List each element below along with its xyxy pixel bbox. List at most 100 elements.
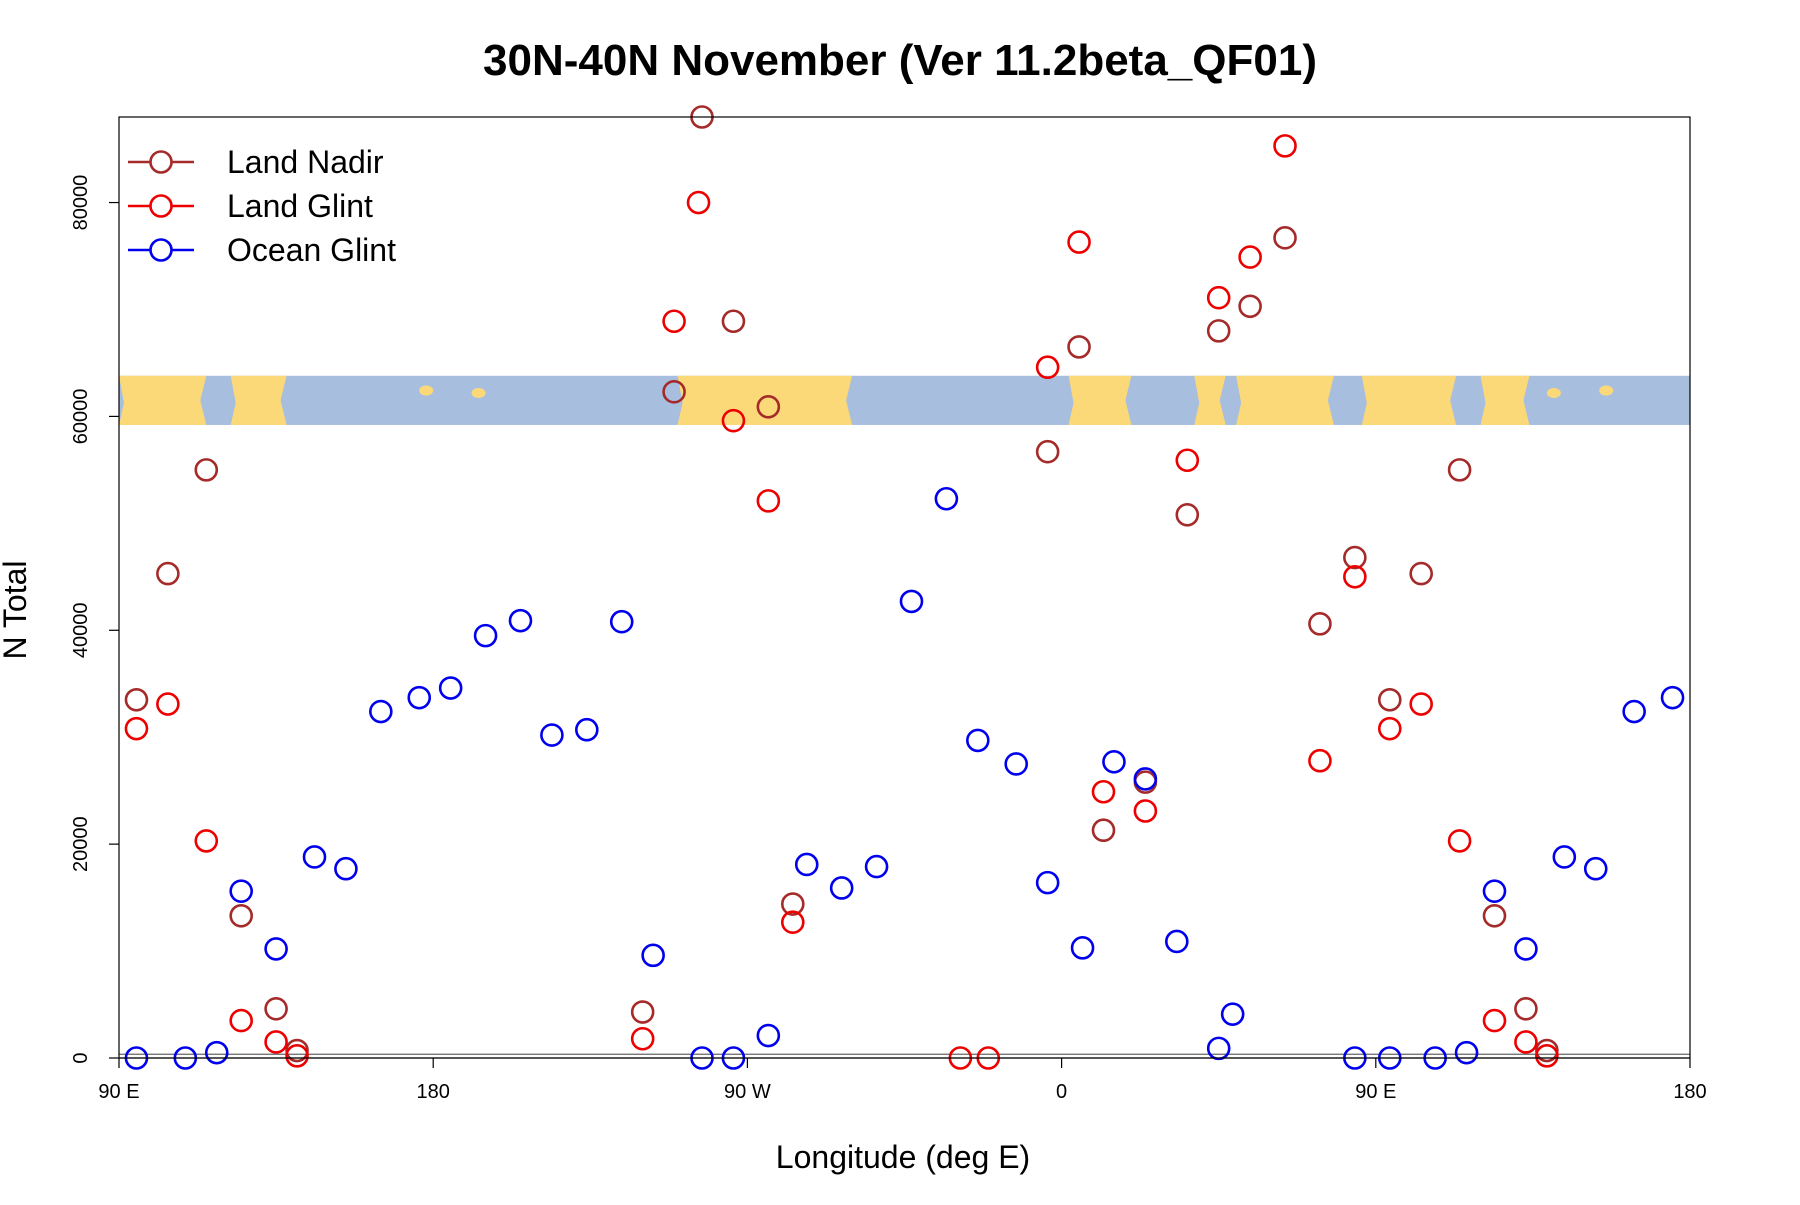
ocean-glint-point [1070,936,1095,960]
land-nadir-point [630,1000,655,1024]
ocean-glint-point [641,943,665,968]
map-land-blob [230,375,287,425]
land-glint-point [1409,692,1433,716]
ocean-glint-point [1514,937,1538,961]
ocean-glint-point [540,723,564,747]
ocean-glint-point [1220,1002,1245,1026]
land-glint-point [1343,565,1367,589]
land-nadir-point [156,561,180,586]
ocean-glint-point [756,1023,781,1048]
land-nadir-point [1238,294,1262,319]
ocean-glint-point [1552,845,1577,869]
ocean-glint-point [1206,1036,1231,1061]
x-tick-label: 0 [1056,1081,1067,1103]
ocean-glint-point [575,717,599,742]
map-island [1599,385,1614,396]
x-tick-label: 180 [1673,1081,1706,1103]
map-land-blob [1236,375,1334,425]
ocean-glint-point [264,937,288,961]
ocean-glint-point [966,728,990,753]
ocean-glint-point [1482,879,1507,903]
map-land-blob [1480,375,1530,425]
map-island [1546,387,1561,398]
ocean-glint-point [334,856,358,881]
land-nadir-point [1377,687,1402,712]
ocean-glint-legend-marker [149,238,173,262]
land-nadir-point [194,458,219,482]
x-tick-label: 90 E [98,1081,139,1103]
land-glint-point [1067,230,1091,254]
ocean-glint-point [1622,699,1646,724]
map-strip [119,375,1690,425]
x-tick-label: 180 [417,1081,450,1103]
land-glint-point [1091,779,1116,804]
legend: Land Nadir Land Glint Ocean Glint [128,144,396,268]
ocean-glint-point [934,486,959,511]
y-tick-label: 80000 [70,175,92,231]
ocean-glint-point [1165,929,1189,954]
land-nadir-point [229,903,253,928]
ocean-glint-point [204,1040,229,1065]
map-land-blob [1194,375,1226,425]
land-glint-legend-label: Land Glint [227,188,373,224]
plot-frame [118,116,1691,1059]
ocean-glint-point [508,608,533,633]
land-glint-point [1175,448,1200,473]
chart-title: 30N-40N November (Ver 11.2beta_QF01) [483,36,1317,85]
land-nadir-point [662,380,686,404]
y-tick-label: 0 [70,1052,92,1063]
x-axis-label: Longitude (deg E) [776,1139,1030,1175]
land-glint-point [124,716,149,741]
map-land-blob [119,375,207,425]
ocean-glint-point [369,699,393,724]
land-nadir-point [264,997,288,1021]
x-tick-label: 90 W [724,1081,771,1103]
y-tick-label: 60000 [70,389,92,445]
land-glint-point [756,489,781,513]
y-tick-label: 40000 [70,602,92,658]
land-glint-point [264,1030,288,1054]
land-glint-point [1206,285,1231,310]
ocean-glint-point [1035,870,1060,895]
map-island [831,397,846,408]
land-glint-legend-marker [149,194,173,218]
ocean-glint-point [829,876,854,900]
land-glint-point [780,910,805,934]
land-glint-point [285,1044,309,1068]
land-glint-point [1482,1008,1507,1033]
land-glint-point [1514,1030,1538,1054]
ocean-glint-point [1004,752,1029,776]
land-nadir-point [124,687,149,712]
x-axis: 90 E 180 90 W 0 90 E 180 [98,1058,1707,1103]
ocean-glint-legend-label: Ocean Glint [227,232,396,268]
land-glint-point [229,1008,253,1033]
ocean-glint-point [473,623,498,648]
ocean-glint-point [609,609,634,634]
land-nadir-point [780,892,805,916]
land-glint-point [156,692,180,716]
ocean-glint-point [438,676,463,700]
land-nadir-point [721,309,746,334]
land-glint-point [1273,134,1297,158]
land-glint-point [1035,355,1060,380]
land-nadir-point [1273,226,1297,250]
land-nadir-point [1206,319,1231,343]
land-nadir-point [756,394,781,419]
land-nadir-point [1091,818,1116,843]
land-glint-point [1535,1044,1559,1068]
land-glint-point [1377,716,1402,741]
ocean-glint-point [864,854,889,879]
ocean-glint-point [229,879,253,903]
map-island [471,387,486,398]
land-glint-point [1447,829,1472,853]
x-tick-label: 90 E [1355,1081,1396,1103]
ocean-glint-point [1660,685,1685,710]
map-island [1096,405,1111,416]
map-land-blob [677,375,853,425]
map-ocean [119,375,1690,425]
map-land-blob [1068,375,1132,425]
land-nadir-point [1035,439,1060,464]
land-glint-point [1133,799,1158,823]
land-nadir-point [1343,545,1367,570]
